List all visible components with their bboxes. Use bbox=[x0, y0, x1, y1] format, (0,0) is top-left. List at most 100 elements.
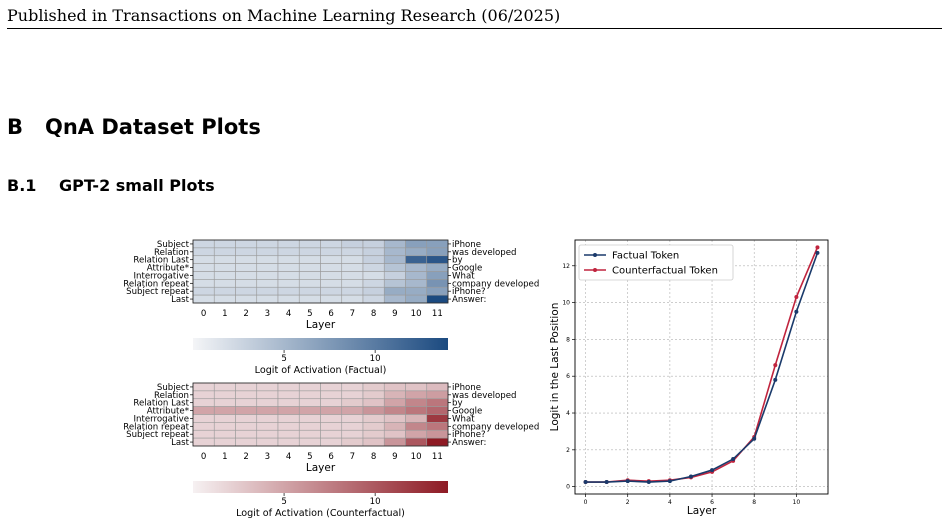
heatmap-cell bbox=[405, 247, 428, 257]
heatmap-cell bbox=[192, 382, 215, 392]
heatmap-cell bbox=[383, 239, 406, 249]
row-label-left: Relation Last bbox=[133, 256, 189, 266]
heatmap-cell bbox=[235, 255, 258, 264]
heatmap-cell bbox=[277, 286, 300, 296]
heatmap-cell bbox=[192, 437, 215, 447]
heatmap-cell bbox=[235, 263, 258, 272]
data-point bbox=[773, 363, 778, 368]
data-point bbox=[583, 480, 588, 485]
line-ylabel: Logit in the Last Position bbox=[549, 303, 561, 432]
x-tick-label: 0 bbox=[584, 499, 588, 506]
heatmap-cell bbox=[362, 279, 385, 288]
heatmap-cell bbox=[277, 247, 300, 257]
row-label-right: iPhone bbox=[452, 383, 481, 393]
row-label-right: Answer: bbox=[452, 295, 486, 305]
heatmap-cell bbox=[277, 398, 300, 407]
heatmap-cell bbox=[298, 390, 321, 400]
row-label-right: Google bbox=[452, 264, 482, 274]
heatmap-cell bbox=[277, 255, 300, 264]
heatmap-cell bbox=[298, 414, 321, 423]
heatmap-cell bbox=[362, 263, 385, 272]
heatmap-cell bbox=[341, 382, 364, 392]
subsection-title: B.1 GPT-2 small Plots bbox=[7, 176, 215, 195]
heatmap-cell bbox=[256, 437, 279, 447]
heatmap-cell bbox=[320, 382, 343, 392]
column-tick-label: 0 bbox=[201, 452, 206, 462]
heatmap-cell bbox=[383, 437, 406, 447]
heatmap-cell bbox=[341, 398, 364, 407]
heatmap-cell bbox=[362, 382, 385, 392]
y-tick-label: 8 bbox=[566, 336, 570, 343]
heatmap-cell bbox=[298, 255, 321, 264]
column-tick-label: 5 bbox=[307, 452, 312, 462]
row-label-left: Subject bbox=[157, 383, 190, 393]
heatmap-cell bbox=[298, 437, 321, 447]
heatmap-cell bbox=[256, 406, 279, 415]
heatmap-cell bbox=[256, 255, 279, 264]
y-tick-label: 12 bbox=[562, 263, 570, 270]
heatmap-xlabel: Layer bbox=[306, 462, 336, 474]
row-label-right: by bbox=[452, 399, 463, 409]
heatmap-cell bbox=[341, 294, 364, 304]
heatmap-cell bbox=[213, 414, 236, 423]
heatmap-cell bbox=[426, 286, 449, 296]
row-label-left: Relation repeat bbox=[123, 279, 189, 289]
heatmap-cell bbox=[426, 271, 449, 280]
heatmap-cell bbox=[256, 239, 279, 249]
heatmap-cell bbox=[405, 390, 428, 400]
section-title-text: QnA Dataset Plots bbox=[45, 115, 261, 139]
heatmap-cell bbox=[341, 286, 364, 296]
heatmap-cell bbox=[320, 263, 343, 272]
heatmap-cell bbox=[320, 286, 343, 296]
heatmap-cell bbox=[213, 390, 236, 400]
heatmap-cell bbox=[362, 429, 385, 439]
heatmap-cell bbox=[426, 382, 449, 392]
data-point bbox=[667, 479, 672, 484]
heatmap-cell bbox=[235, 279, 258, 288]
row-label-right: Answer: bbox=[452, 438, 486, 448]
heatmap-cell bbox=[426, 255, 449, 264]
heatmap-cell bbox=[192, 414, 215, 423]
heatmap-cell bbox=[192, 286, 215, 296]
heatmap-cell bbox=[277, 294, 300, 304]
row-label-left: Subject repeat bbox=[126, 430, 189, 440]
column-tick-label: 11 bbox=[432, 309, 443, 319]
heatmap-cell bbox=[426, 398, 449, 407]
row-label-left: Last bbox=[171, 295, 190, 305]
subsection-title-text: GPT-2 small Plots bbox=[59, 176, 215, 195]
row-label-right: Google bbox=[452, 407, 482, 417]
heatmap-cell bbox=[320, 422, 343, 431]
heatmap-cell bbox=[405, 414, 428, 423]
heatmap-cell bbox=[256, 390, 279, 400]
heatmap-cell bbox=[341, 414, 364, 423]
heatmap-cell bbox=[192, 398, 215, 407]
section-number: B bbox=[7, 115, 24, 139]
heatmap-frame bbox=[192, 239, 449, 304]
heatmap-cell bbox=[320, 255, 343, 264]
colorbar-label: Logit of Activation (Factual) bbox=[255, 365, 387, 376]
data-point bbox=[752, 436, 757, 441]
heatmap-cell bbox=[235, 414, 258, 423]
y-tick-label: 4 bbox=[566, 410, 570, 417]
heatmap-cell bbox=[298, 422, 321, 431]
heatmap-cell bbox=[426, 279, 449, 288]
heatmap-cell bbox=[405, 294, 428, 304]
column-tick-label: 9 bbox=[392, 452, 397, 462]
heatmap-cell bbox=[213, 382, 236, 392]
heatmap-cell bbox=[277, 271, 300, 280]
row-label-left: Interrogative bbox=[134, 414, 189, 424]
heatmap-cell bbox=[320, 414, 343, 423]
heatmap-cell bbox=[362, 398, 385, 407]
row-label-left: Attribute* bbox=[147, 264, 190, 274]
running-header: Published in Transactions on Machine Lea… bbox=[7, 6, 561, 25]
heatmap-cell bbox=[298, 382, 321, 392]
column-tick-label: 7 bbox=[350, 452, 355, 462]
y-tick-label: 0 bbox=[566, 484, 570, 491]
data-point bbox=[773, 377, 778, 382]
legend-marker bbox=[593, 268, 597, 272]
heatmap-cell bbox=[383, 279, 406, 288]
heatmap-cell bbox=[298, 398, 321, 407]
heatmap-cell bbox=[320, 437, 343, 447]
row-label-left: Subject repeat bbox=[126, 287, 189, 297]
column-tick-label: 4 bbox=[286, 309, 291, 319]
